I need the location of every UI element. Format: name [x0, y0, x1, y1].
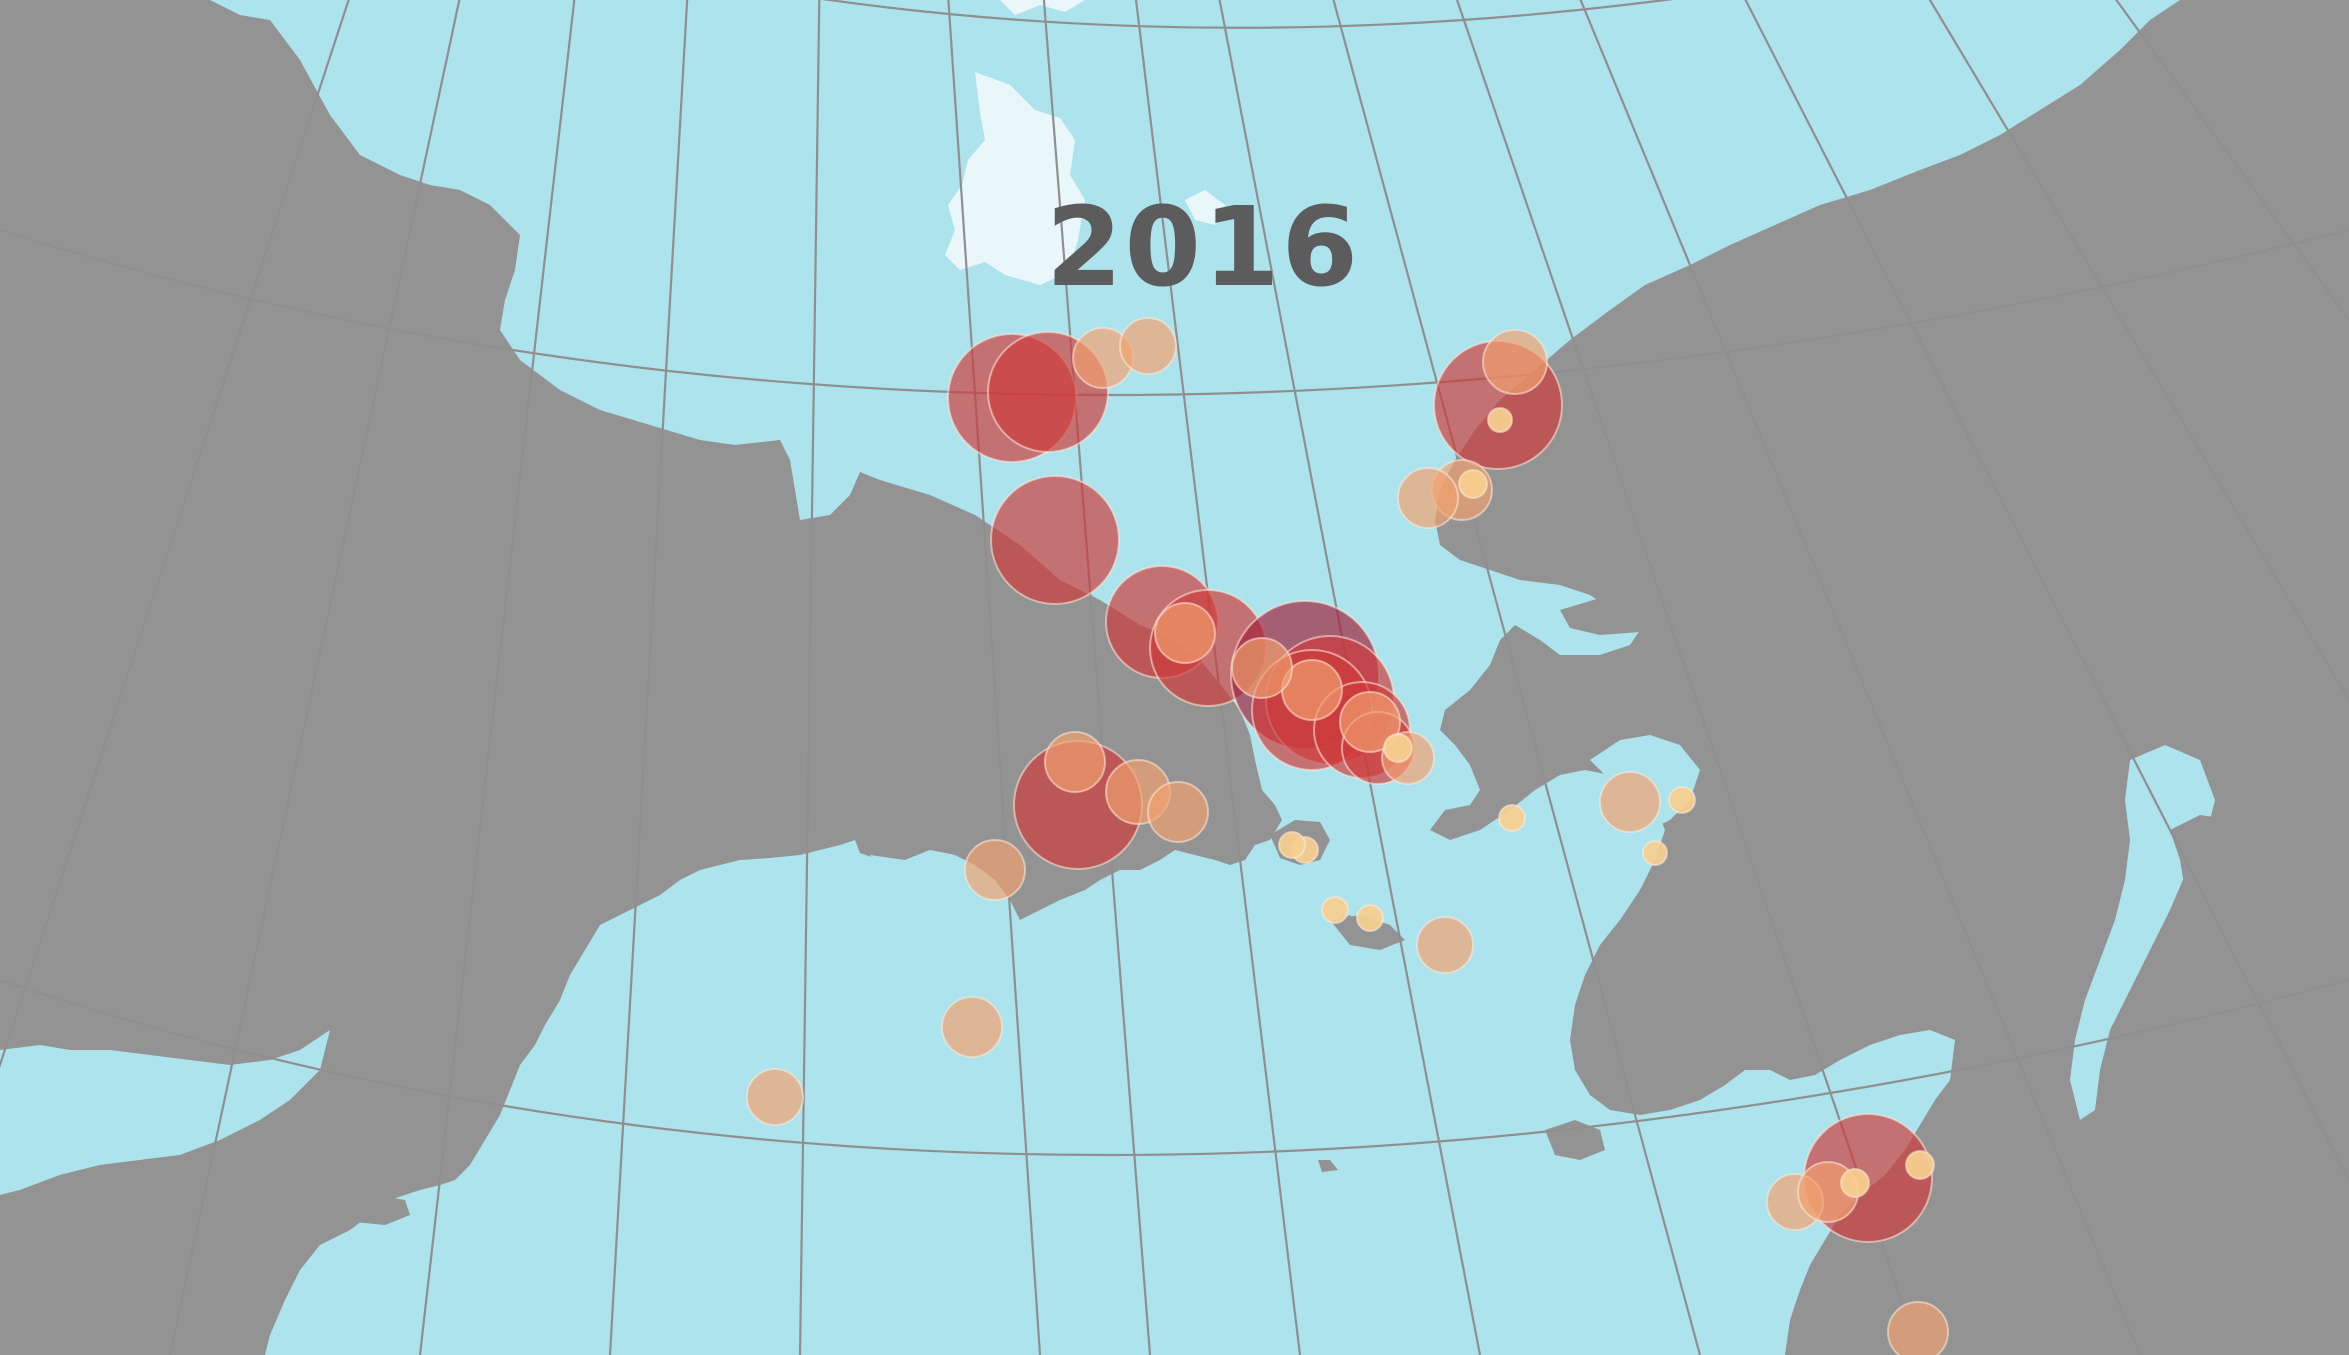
- event-bubble-22[interactable]: [1147, 781, 1209, 843]
- event-bubble-37[interactable]: [1321, 896, 1349, 924]
- parallel-1: [821, 0, 1674, 29]
- sea-ice-small: [1185, 190, 1225, 225]
- event-bubble-33[interactable]: [1668, 786, 1696, 814]
- meridian-1: [0, 0, 350, 1069]
- meridian-6: [947, 0, 1042, 1355]
- event-bubble-44[interactable]: [1840, 1168, 1870, 1198]
- event-bubble-23[interactable]: [964, 839, 1026, 901]
- meridian-10: [1332, 0, 1702, 1355]
- meridian-2: [168, 0, 461, 1355]
- event-bubble-5[interactable]: [990, 475, 1120, 605]
- event-bubble-40[interactable]: [746, 1068, 804, 1126]
- small-island-1: [1318, 1160, 1338, 1172]
- alaska-south-coast: [0, 1070, 330, 1355]
- event-bubble-32[interactable]: [1599, 771, 1661, 833]
- meridian-14: [1928, 0, 2349, 701]
- sea-ice-main: [945, 72, 1085, 285]
- sea-ice-top: [1000, 0, 1085, 15]
- kamchatka: [1905, 1040, 2010, 1355]
- event-bubble-29[interactable]: [1458, 469, 1488, 499]
- far-east-strip: [2150, 815, 2250, 1030]
- event-bubble-28[interactable]: [1397, 467, 1459, 529]
- event-bubble-45[interactable]: [1905, 1150, 1935, 1180]
- event-bubble-39[interactable]: [941, 996, 1003, 1058]
- nunivak-island: [1330, 915, 1405, 950]
- event-bubble-25[interactable]: [1482, 329, 1548, 395]
- meridian-15: [2114, 0, 2349, 321]
- event-bubble-8[interactable]: [1154, 602, 1216, 664]
- event-bubble-26[interactable]: [1487, 407, 1513, 433]
- event-bubble-34[interactable]: [1642, 840, 1668, 866]
- meridian-5: [798, 0, 821, 1355]
- event-bubbles[interactable]: [746, 317, 1949, 1355]
- event-bubble-18[interactable]: [1383, 733, 1413, 763]
- event-bubble-15[interactable]: [1339, 691, 1401, 753]
- event-bubble-35[interactable]: [1498, 804, 1526, 832]
- chukotka: [1430, 0, 2349, 1355]
- event-bubble-31[interactable]: [1278, 831, 1306, 859]
- event-bubble-36[interactable]: [1416, 916, 1474, 974]
- pribilof: [255, 1290, 280, 1305]
- year-label: 2016: [1046, 183, 1360, 311]
- norton-sound: [870, 850, 965, 885]
- seward-peninsula: [500, 420, 740, 505]
- event-bubble-46[interactable]: [1887, 1301, 1949, 1355]
- alaska-peninsula: [0, 870, 520, 1065]
- kodiak-island: [345, 1195, 410, 1225]
- landmass-asia: [1430, 0, 2349, 1355]
- meridian-3: [418, 0, 576, 1355]
- event-bubble-38[interactable]: [1356, 904, 1384, 932]
- meridian-13: [1744, 0, 2349, 1181]
- event-bubble-17[interactable]: [1231, 637, 1293, 699]
- event-bubble-4[interactable]: [1119, 317, 1177, 375]
- meridian-4: [608, 0, 689, 1355]
- meridian-7: [1042, 0, 1152, 1355]
- commander-island: [2180, 1150, 2205, 1180]
- landmass-north-america: [0, 0, 1282, 1355]
- karaginsky-island: [2118, 1075, 2165, 1130]
- meridian-12: [1579, 0, 2142, 1355]
- parallel-3: [0, 978, 2349, 1157]
- bristol-bay: [0, 1030, 330, 1195]
- event-bubble-20[interactable]: [1044, 731, 1106, 793]
